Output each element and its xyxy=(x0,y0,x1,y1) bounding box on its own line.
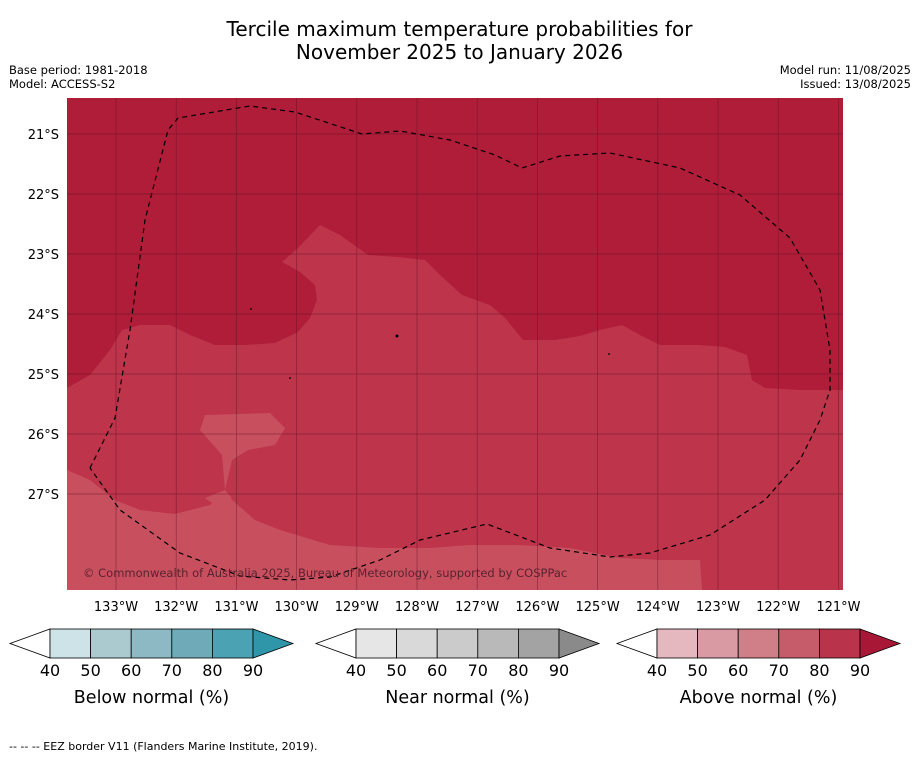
below-colorbar: 40 50 60 70 80 90 Below normal (%) xyxy=(8,628,295,708)
colorbar-segment xyxy=(355,628,397,659)
lon-label: 126°W xyxy=(515,600,559,615)
lat-label: 23°S xyxy=(28,248,59,263)
title-line-1: Tercile maximum temperature probabilitie… xyxy=(226,17,693,41)
small-islands xyxy=(250,308,610,379)
colorbar-tick: 60 xyxy=(728,661,748,680)
colorbar-max-arrow xyxy=(859,628,902,659)
colorbar-segment xyxy=(130,628,173,659)
colorbar-tick: 90 xyxy=(243,661,263,680)
colorbar-segment xyxy=(211,628,254,659)
colorbar-tick: 70 xyxy=(468,661,488,680)
colorbar-tick: 40 xyxy=(40,661,60,680)
above-colorbar: 40 50 60 70 80 90 Above normal (%) xyxy=(615,628,902,708)
colorbar-min-arrow xyxy=(314,628,357,659)
model-run: Model run: 11/08/2025 xyxy=(779,63,911,77)
lat-label: 22°S xyxy=(28,188,59,203)
lon-label: 125°W xyxy=(576,600,620,615)
colorbars: 40 50 60 70 80 90 Below normal (%) 40 50 60 70 80 90… xyxy=(8,628,902,708)
colorbar-segment xyxy=(737,628,780,659)
colorbar-tick: 80 xyxy=(508,661,528,680)
meta-left: Base period: 1981-2018 Model: ACCESS-S2 xyxy=(9,63,148,91)
lon-label: 129°W xyxy=(335,600,379,615)
colorbar-min-arrow xyxy=(8,628,51,659)
lat-label: 24°S xyxy=(28,308,59,323)
colorbar-tick: 80 xyxy=(809,661,829,680)
graticule xyxy=(67,98,843,590)
lat-label: 21°S xyxy=(28,128,59,143)
colorbar-segment xyxy=(518,628,560,659)
colorbar-tick: 80 xyxy=(202,661,222,680)
latitude-labels: 21°S 22°S 23°S 24°S 25°S 26°S 27°S xyxy=(28,128,59,503)
issued-date: Issued: 13/08/2025 xyxy=(800,77,911,91)
region-above-60-south xyxy=(67,470,702,590)
colorbar-min-arrow xyxy=(615,628,658,659)
colorbar-segment xyxy=(477,628,519,659)
model-name: Model: ACCESS-S2 xyxy=(9,77,116,91)
lon-label: 133°W xyxy=(94,600,138,615)
colorbar-tick: 70 xyxy=(769,661,789,680)
colorbar-tick: 70 xyxy=(162,661,182,680)
lon-label: 124°W xyxy=(636,600,680,615)
colorbar-segment xyxy=(49,628,91,659)
near-colorbar: 40 50 60 70 80 90 Near normal (%) xyxy=(314,628,601,708)
colorbar-tick: 40 xyxy=(346,661,366,680)
colorbar-tick: 90 xyxy=(549,661,569,680)
colorbar-segment xyxy=(819,628,861,659)
colorbar-tick: 50 xyxy=(687,661,707,680)
colorbar-tick: 40 xyxy=(647,661,667,680)
longitude-labels: 133°W 132°W 131°W 130°W 129°W 128°W 127°W 126°W… xyxy=(94,600,861,615)
lon-label: 130°W xyxy=(275,600,319,615)
lon-label: 131°W xyxy=(214,600,258,615)
colorbar-max-arrow xyxy=(252,628,295,659)
colorbar-tick: 60 xyxy=(121,661,141,680)
eez-border xyxy=(89,105,831,581)
lon-label: 122°W xyxy=(756,600,800,615)
colorbar-segment xyxy=(436,628,479,659)
lat-label: 27°S xyxy=(28,488,59,503)
colorbar-label: Below normal (%) xyxy=(74,688,229,708)
chart-title: Tercile maximum temperature probabilitie… xyxy=(0,18,919,64)
region-above-60-inner xyxy=(200,413,285,505)
lon-label: 121°W xyxy=(816,600,860,615)
colorbar-segment xyxy=(656,628,698,659)
meta-right: Model run: 11/08/2025 Issued: 13/08/2025 xyxy=(780,63,911,91)
colorbar-label: Above normal (%) xyxy=(680,688,838,708)
colorbar-tick: 50 xyxy=(386,661,406,680)
copyright-text: © Commonwealth of Australia 2025, Bureau… xyxy=(83,566,567,580)
colorbar-segment xyxy=(778,628,820,659)
lon-label: 123°W xyxy=(696,600,740,615)
lat-label: 26°S xyxy=(28,428,59,443)
colorbar-segment xyxy=(396,628,438,659)
colorbar-max-arrow xyxy=(558,628,601,659)
colorbar-segment xyxy=(171,628,213,659)
lat-label: 25°S xyxy=(28,368,59,383)
footer-note: -- -- -- EEZ border V11 (Flanders Marine… xyxy=(9,740,318,753)
colorbar-segment xyxy=(697,628,739,659)
title-line-2: November 2025 to January 2026 xyxy=(295,40,624,64)
lon-label: 132°W xyxy=(154,600,198,615)
colorbar-segment xyxy=(90,628,132,659)
lon-label: 128°W xyxy=(395,600,439,615)
lon-label: 127°W xyxy=(455,600,499,615)
colorbar-label: Near normal (%) xyxy=(385,688,530,708)
probability-map: © Commonwealth of Australia 2025, Bureau… xyxy=(28,98,861,615)
colorbar-tick: 50 xyxy=(80,661,100,680)
base-period: Base period: 1981-2018 xyxy=(9,63,148,77)
colorbar-tick: 90 xyxy=(850,661,870,680)
colorbar-tick: 60 xyxy=(427,661,447,680)
region-above-70 xyxy=(67,225,843,590)
